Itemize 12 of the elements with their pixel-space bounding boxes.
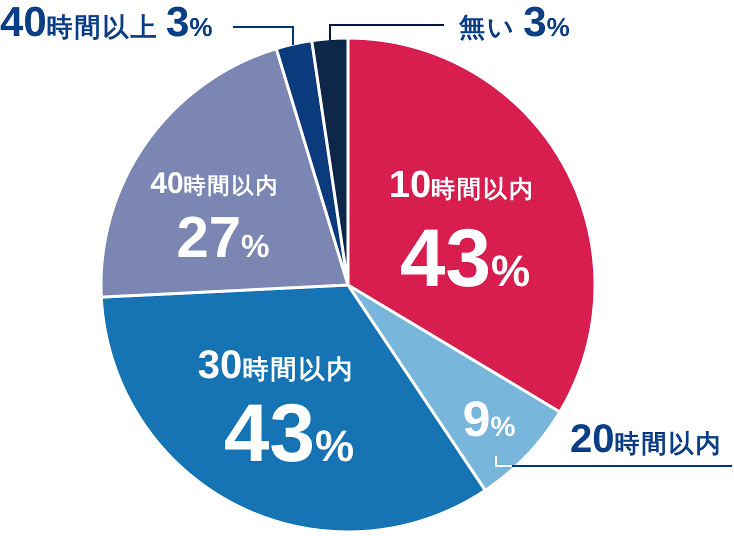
data-label: 3% [523,0,572,45]
slice-label: 20時間以内 [570,417,722,461]
slice-label: 40時間以上 [0,0,159,45]
slice-label: 10時間以内 [388,164,536,206]
slice-label: 40時間以内 [150,167,280,200]
slice-label: 30時間以内 [198,343,354,387]
data-label: 43% [400,213,532,304]
data-label: 9% [462,391,518,447]
data-label: 43% [224,388,356,479]
data-label: 3% [166,0,214,45]
data-label: 27% [176,205,272,270]
slice-label: 無い [458,12,516,42]
